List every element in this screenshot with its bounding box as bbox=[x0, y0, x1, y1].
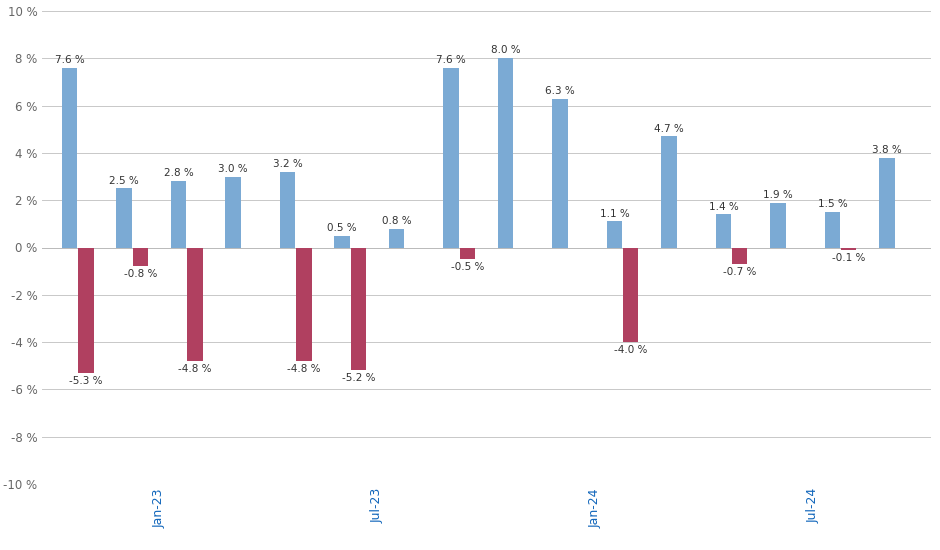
Bar bbox=[389, 229, 404, 248]
Bar bbox=[117, 188, 132, 248]
Text: -4.0 %: -4.0 % bbox=[614, 345, 648, 355]
Text: 4.7 %: 4.7 % bbox=[654, 124, 684, 134]
Bar bbox=[62, 68, 77, 248]
Bar bbox=[732, 248, 747, 264]
Text: -4.8 %: -4.8 % bbox=[179, 364, 212, 374]
Text: 1.4 %: 1.4 % bbox=[709, 201, 739, 212]
Bar bbox=[133, 248, 148, 266]
Text: 1.5 %: 1.5 % bbox=[818, 199, 847, 209]
Bar bbox=[187, 248, 202, 361]
Bar bbox=[226, 177, 241, 248]
Bar bbox=[444, 68, 459, 248]
Bar bbox=[771, 202, 786, 248]
Bar bbox=[880, 158, 895, 248]
Text: -0.7 %: -0.7 % bbox=[723, 267, 757, 277]
Bar bbox=[825, 212, 840, 248]
Text: 0.5 %: 0.5 % bbox=[327, 223, 357, 233]
Bar bbox=[171, 182, 186, 248]
Bar bbox=[351, 248, 366, 371]
Bar bbox=[841, 248, 856, 250]
Text: 2.8 %: 2.8 % bbox=[164, 168, 194, 178]
Text: -4.8 %: -4.8 % bbox=[287, 364, 321, 374]
Text: 6.3 %: 6.3 % bbox=[545, 86, 575, 96]
Text: 7.6 %: 7.6 % bbox=[55, 55, 85, 65]
Bar bbox=[498, 58, 513, 248]
Bar bbox=[623, 248, 638, 342]
Text: -0.8 %: -0.8 % bbox=[124, 270, 157, 279]
Text: 2.5 %: 2.5 % bbox=[109, 175, 139, 185]
Text: 1.1 %: 1.1 % bbox=[600, 208, 630, 219]
Bar bbox=[280, 172, 295, 248]
Text: 0.8 %: 0.8 % bbox=[382, 216, 412, 225]
Bar bbox=[460, 248, 475, 260]
Text: -0.1 %: -0.1 % bbox=[832, 252, 866, 263]
Text: 7.6 %: 7.6 % bbox=[436, 55, 466, 65]
Text: -5.3 %: -5.3 % bbox=[70, 376, 102, 386]
Text: -5.2 %: -5.2 % bbox=[341, 373, 375, 383]
Bar bbox=[553, 98, 568, 248]
Text: 1.9 %: 1.9 % bbox=[763, 190, 792, 200]
Bar bbox=[296, 248, 311, 361]
Text: 3.8 %: 3.8 % bbox=[872, 145, 901, 155]
Text: 3.0 %: 3.0 % bbox=[218, 164, 248, 174]
Text: 8.0 %: 8.0 % bbox=[491, 46, 521, 56]
Bar bbox=[335, 235, 350, 248]
Bar bbox=[78, 248, 93, 373]
Bar bbox=[662, 136, 677, 248]
Bar bbox=[716, 214, 731, 248]
Text: -0.5 %: -0.5 % bbox=[450, 262, 484, 272]
Text: 3.2 %: 3.2 % bbox=[273, 159, 303, 169]
Bar bbox=[607, 222, 622, 248]
